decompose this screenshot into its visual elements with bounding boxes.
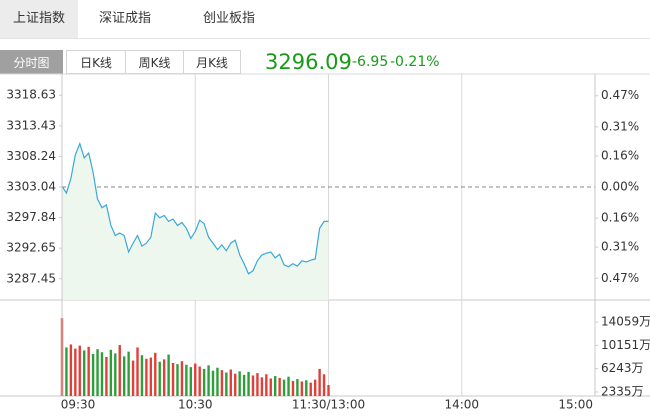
volume-bar — [154, 352, 157, 396]
volume-bar — [60, 318, 64, 396]
volume-tick-label: 14059万 — [601, 315, 650, 329]
volume-bar — [118, 345, 121, 396]
volume-bar — [87, 346, 90, 396]
view-button[interactable]: 分时图 — [0, 50, 63, 74]
volume-bar — [78, 345, 81, 396]
volume-bar — [220, 370, 224, 396]
volume-bar — [322, 374, 326, 396]
x-tick-label: 11:30/13:00 — [292, 398, 365, 412]
volume-bar — [318, 368, 321, 396]
volume-bar — [256, 373, 259, 396]
volume-bar — [149, 357, 153, 396]
volume-bar — [105, 356, 108, 396]
volume-bar — [207, 365, 210, 396]
volume-bar — [69, 344, 73, 396]
volume-bar — [242, 374, 246, 396]
y2-tick-label: 0.47% — [601, 88, 639, 102]
volume-tick-label: 6243万 — [601, 361, 644, 375]
volume-bar — [189, 367, 193, 396]
volume-bar — [109, 349, 113, 396]
x-tick-label: 14:00 — [444, 398, 479, 412]
y2-tick-label: 0.16% — [601, 148, 639, 162]
volume-bar — [194, 363, 197, 396]
volume-bar — [180, 361, 184, 396]
volume-tick-label: 2335万 — [601, 384, 644, 398]
volume-bar — [225, 372, 228, 396]
tab[interactable]: 深证成指 — [98, 11, 151, 26]
volume-bar — [211, 370, 215, 396]
volume-bar — [145, 358, 148, 396]
area — [62, 143, 329, 300]
y2-tick-label: 0.31% — [601, 119, 639, 133]
volume-bar — [247, 371, 250, 396]
volume-bar — [313, 379, 317, 396]
volume-tick-label: 10151万 — [601, 338, 650, 352]
volume-bar — [202, 368, 206, 396]
volume-bar — [140, 355, 144, 396]
volume-bar — [265, 374, 268, 396]
volume-bar — [198, 366, 201, 396]
volume-bar — [65, 347, 68, 396]
volume-bar — [229, 369, 232, 396]
volume-bar — [291, 380, 295, 396]
volume-bar — [296, 379, 299, 396]
quote-price: 3296.09 — [265, 50, 352, 74]
y-tick-label: 3303.04 — [6, 180, 56, 194]
volume-bar — [238, 371, 241, 396]
quote-change-pct: -0.21% — [390, 54, 440, 70]
y2-tick-label: 0.47% — [601, 271, 639, 285]
volume-bar — [287, 376, 290, 396]
volume-bar — [234, 373, 237, 396]
volume-bar — [100, 352, 104, 396]
volume-bar — [158, 361, 161, 396]
y-tick-label: 3287.45 — [6, 271, 56, 285]
volume-bar — [278, 377, 281, 396]
x-tick-label: 15:00 — [558, 398, 593, 412]
volume-bar — [305, 380, 308, 396]
volume-bar — [127, 351, 130, 396]
y-tick-label: 3313.43 — [6, 118, 56, 132]
y-tick-label: 3318.63 — [6, 88, 56, 102]
volume-bar — [96, 349, 99, 396]
view-button[interactable]: 日K线 — [66, 50, 126, 74]
y-tick-label: 3292.65 — [6, 241, 56, 255]
volume-bar — [114, 353, 117, 396]
volume-bar — [83, 350, 86, 396]
volume-bar — [136, 347, 139, 396]
volume-bar — [216, 367, 219, 396]
volume-bar — [171, 362, 175, 396]
volume-bar — [162, 359, 166, 396]
volume-bar — [185, 364, 188, 396]
volume-bar — [131, 360, 135, 396]
y2-tick-label: 0.31% — [601, 240, 639, 254]
view-button[interactable]: 周K线 — [125, 50, 184, 74]
volume-bar — [309, 382, 312, 396]
y-tick-label: 3308.24 — [6, 149, 56, 163]
x-tick-label: 09:30 — [61, 398, 96, 412]
tab[interactable]: 创业板指 — [202, 11, 255, 26]
volume-bar — [327, 385, 330, 396]
volume-bar — [260, 377, 264, 396]
volume-bar — [282, 379, 286, 396]
volume-bar — [251, 375, 255, 396]
y-tick-label: 3297.84 — [6, 210, 56, 224]
view-button[interactable]: 月K线 — [183, 50, 241, 74]
volume-bar — [176, 364, 179, 396]
y2-tick-label: 0.16% — [601, 211, 639, 225]
volume-bar — [122, 356, 126, 396]
volume-bar — [300, 381, 304, 396]
volume-bar — [91, 353, 95, 396]
volume-bar — [269, 378, 272, 396]
tab[interactable]: 上证指数 — [0, 0, 78, 38]
y2-tick-label: 0.00% — [601, 180, 639, 194]
x-tick-label: 10:30 — [178, 398, 213, 412]
volume-bar — [74, 348, 77, 396]
volume-bar — [167, 354, 170, 396]
volume-bar — [274, 376, 277, 396]
tab-bar: 上证指数 深证成指 创业板指 — [0, 0, 650, 39]
quote-change: -6.95 — [352, 54, 389, 70]
price-line — [61, 141, 329, 275]
